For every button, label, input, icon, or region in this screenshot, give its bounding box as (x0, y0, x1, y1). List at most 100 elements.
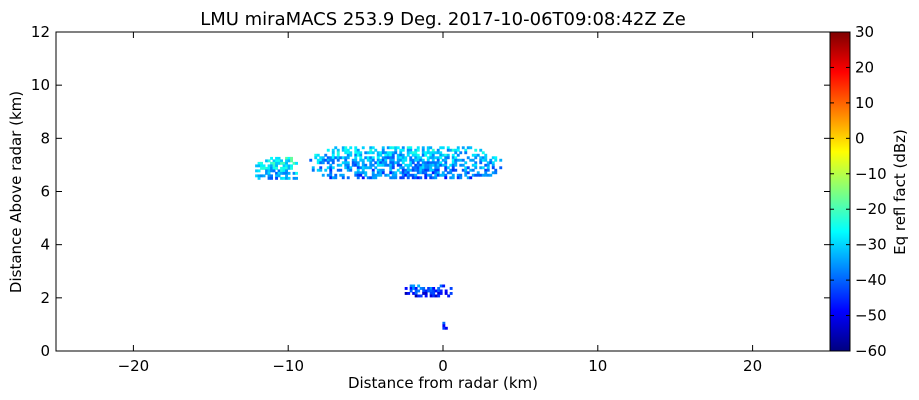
echo-cell (434, 161, 438, 165)
echo-cell (431, 163, 435, 167)
echo-cell (371, 158, 375, 162)
echo-cell (474, 153, 478, 157)
echo-cell (319, 166, 323, 170)
echo-cell (287, 171, 291, 175)
chart-title: LMU miraMACS 253.9 Deg. 2017-10-06T09:08… (200, 9, 686, 30)
echo-cell (404, 287, 408, 290)
echo-cell (464, 166, 468, 170)
echo-cell (319, 168, 323, 172)
echo-cell (275, 164, 278, 168)
echo-cell (466, 156, 470, 160)
echo-cell (499, 158, 503, 162)
echo-cell (282, 169, 286, 173)
echo-cell (329, 171, 333, 175)
echo-cell (295, 171, 298, 175)
echo-cell (374, 161, 378, 165)
echo-cell (454, 156, 458, 160)
echo-cell (354, 148, 358, 152)
echo-cell (381, 146, 385, 150)
echo-cell (326, 148, 330, 152)
echo-cell (436, 166, 440, 170)
echo-cell (411, 158, 415, 162)
echo-cell (416, 158, 420, 162)
echo-cell (404, 156, 408, 160)
echo-cell (421, 163, 425, 167)
echo-cell (444, 168, 448, 172)
echo-cell (456, 158, 460, 162)
echo-cell (442, 324, 446, 328)
echo-cell (319, 156, 323, 160)
echo-cell (434, 163, 438, 167)
echo-cell (439, 151, 443, 155)
echo-cell (409, 148, 413, 152)
echo-cell (426, 166, 430, 170)
echo-cell (396, 168, 400, 172)
echo-cell (454, 168, 458, 172)
echo-cell (396, 156, 400, 160)
echo-cell (341, 148, 345, 152)
echo-cell (391, 176, 395, 180)
echo-cell (491, 166, 495, 170)
echo-cell (285, 164, 288, 168)
echo-cell (389, 156, 393, 160)
echo-cell (285, 176, 288, 180)
echo-cell (444, 176, 448, 180)
echo-cell (414, 163, 418, 167)
echo-cell (436, 161, 440, 165)
echo-cell (466, 166, 470, 170)
echo-cell (351, 161, 355, 165)
echo-cell (436, 158, 440, 162)
echo-cell (356, 166, 360, 170)
echo-cell (389, 153, 393, 157)
echo-cell (451, 158, 455, 162)
echo-cell (446, 166, 450, 170)
echo-cell (349, 146, 353, 150)
echo-cell (401, 168, 405, 172)
echo-cell (275, 174, 278, 178)
echo-cell (356, 171, 360, 175)
echo-cell (361, 158, 365, 162)
echo-cell (275, 171, 278, 175)
echo-cell (424, 289, 428, 293)
echo-cell (346, 151, 350, 155)
echo-cell (359, 153, 363, 157)
echo-cell (359, 173, 363, 177)
echo-cell (359, 158, 363, 162)
echo-cell (381, 171, 385, 175)
echo-cell (272, 164, 276, 168)
echo-cell (334, 146, 338, 150)
echo-cell (316, 153, 320, 157)
echo-cell (265, 171, 268, 175)
echo-cell (277, 156, 281, 160)
echo-cell (361, 171, 365, 175)
echo-cell (494, 156, 498, 160)
echo-cell (260, 164, 263, 168)
echo-cell (426, 173, 430, 177)
echo-cell (401, 148, 405, 152)
echo-cell (376, 156, 380, 160)
echo-cell (474, 156, 478, 160)
echo-cell (394, 146, 398, 150)
echo-cell (399, 176, 403, 180)
echo-cell (451, 166, 455, 170)
echo-cell (255, 169, 258, 173)
echo-cell (364, 156, 368, 160)
echo-cell (280, 171, 283, 175)
echo-cell (446, 148, 450, 152)
echo-cell (371, 146, 375, 150)
echo-cell (426, 168, 430, 172)
echo-cell (484, 173, 488, 177)
echo-layer (255, 146, 503, 330)
echo-cell (394, 171, 398, 175)
echo-cell (454, 148, 458, 152)
echo-cell (361, 166, 365, 170)
echo-cell (319, 161, 323, 165)
echo-cell (439, 153, 443, 157)
echo-cell (424, 161, 428, 165)
echo-cell (341, 176, 345, 180)
echo-cell (446, 153, 450, 157)
echo-cell (411, 153, 415, 157)
echo-cell (454, 158, 458, 162)
echo-cell (326, 166, 330, 170)
echo-cell (421, 161, 425, 165)
